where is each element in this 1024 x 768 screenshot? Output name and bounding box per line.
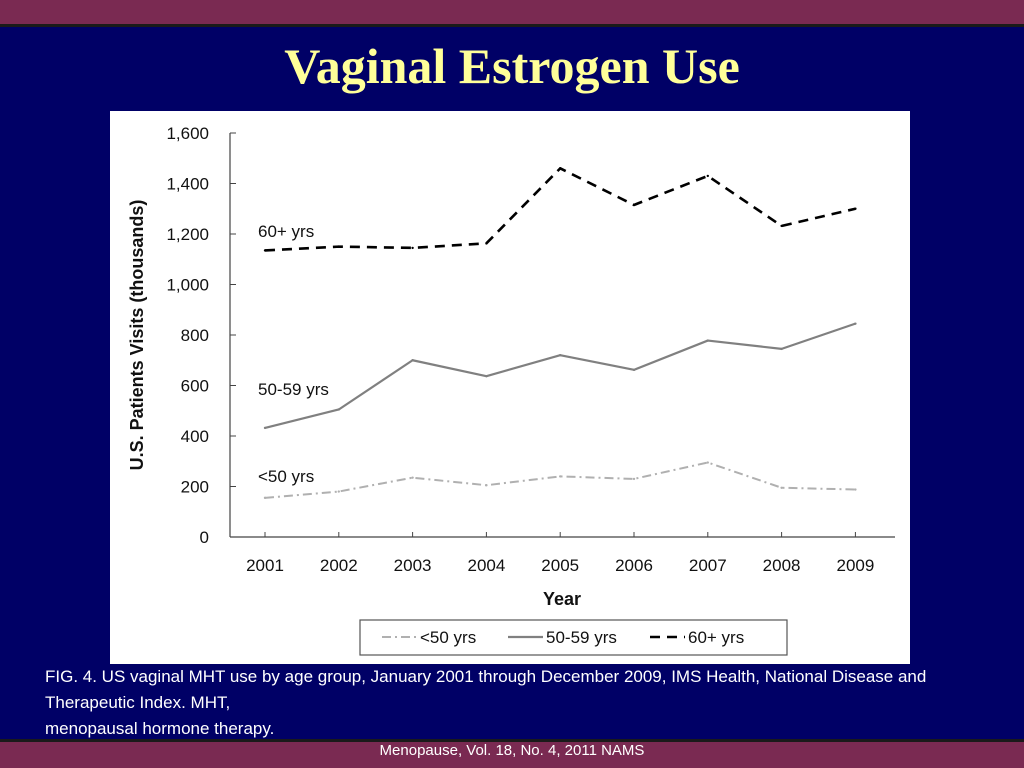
slide-title: Vaginal Estrogen Use [284,38,740,94]
y-tick-label: 600 [181,377,209,396]
x-tick-label: 2003 [394,556,432,575]
series-annotation: 50-59 yrs [258,380,329,399]
x-axis-title: Year [543,589,581,609]
caption-line-2: menopausal hormone therapy. [45,719,275,738]
data-point [632,477,636,481]
series-annotation: 60+ yrs [258,222,314,241]
x-tick-label: 2007 [689,556,727,575]
x-tick-label: 2006 [615,556,653,575]
data-point [337,490,340,493]
data-point [263,426,267,430]
data-point [780,486,783,489]
y-axis-title: U.S. Patients Visits (thousands) [127,200,147,471]
data-point [263,496,267,500]
legend-box [359,619,788,656]
series-line-0 [264,461,856,499]
y-tick-label: 400 [181,427,209,446]
y-tick-label: 1,200 [166,225,209,244]
data-point [854,488,857,491]
caption-line-1: FIG. 4. US vaginal MHT use by age group,… [45,667,927,712]
x-tick-label: 2009 [836,556,874,575]
legend-label: 50-59 yrs [546,628,617,647]
data-point [411,359,414,362]
data-point [780,347,783,351]
data-point [854,322,857,325]
data-point [706,174,709,178]
data-point [411,476,414,479]
data-point [632,203,636,207]
series-line-2 [264,167,856,252]
x-tick-label: 2008 [763,556,801,575]
chart-panel: 0 200 400 600 800 1,000 1,200 1,400 1,600 2001 200… [110,111,910,664]
bottom-accent-bar [0,742,1024,768]
data-point [485,242,488,245]
x-tick-label: 2005 [541,556,579,575]
y-tick-label: 200 [181,478,209,497]
line-chart: 0 200 400 600 800 1,000 1,200 1,400 1,600 2001 200… [127,124,895,656]
y-tick-label: 1,000 [166,276,209,295]
y-tick-label: 1,600 [166,124,209,143]
data-point [485,484,488,487]
citation-footer: Menopause, Vol. 18, No. 4, 2011 NAMS [379,742,645,759]
legend-label: 60+ yrs [688,628,744,647]
data-point [706,339,709,342]
data-point [854,207,857,210]
bottom-divider [0,739,1024,742]
data-point [485,374,488,378]
series-line-1 [264,322,856,429]
data-point [337,245,340,248]
top-divider [0,24,1024,27]
top-accent-bar [0,0,1024,24]
y-tick-label: 1,400 [166,175,209,194]
data-point [337,408,340,411]
data-point [411,246,414,250]
x-tick-label: 2002 [320,556,358,575]
data-point [559,475,562,478]
data-point [706,461,709,464]
data-point [263,249,267,252]
data-point [632,368,636,372]
data-point [780,224,783,228]
figure-caption: FIG. 4. US vaginal MHT use by age group,… [45,664,985,742]
legend-label: <50 yrs [420,628,476,647]
series-annotation: <50 yrs [258,467,314,486]
x-tick-label: 2001 [246,556,284,575]
y-tick-label: 0 [200,528,209,547]
data-point [559,167,562,170]
x-tick-label: 2004 [467,556,505,575]
y-tick-label: 800 [181,326,209,345]
data-point [559,354,562,357]
